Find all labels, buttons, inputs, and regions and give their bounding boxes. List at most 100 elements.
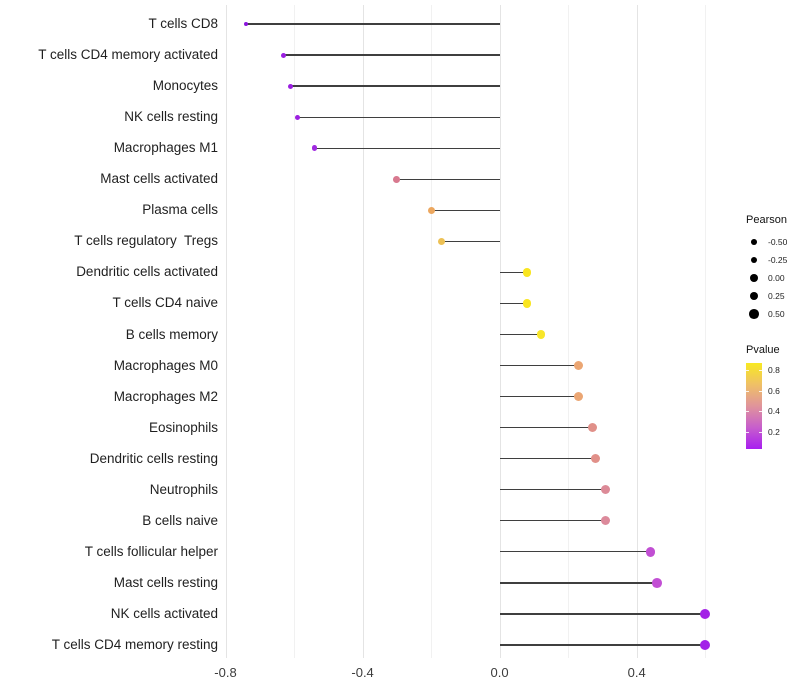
size-legend-item: 0.50 (746, 305, 800, 323)
pvalue-tick-mark (759, 390, 762, 392)
lollipop-dot (536, 330, 546, 339)
lollipop-segment (499, 613, 706, 615)
lollipop-segment (283, 54, 500, 56)
lollipop-segment (441, 240, 500, 242)
pvalue-tick-label: 0.2 (768, 427, 780, 437)
pvalue-tick-label: 0.8 (768, 365, 780, 375)
gridline-major (636, 5, 638, 658)
pvalue-tick-label: 0.6 (768, 385, 780, 396)
size-legend-dot-icon (751, 239, 757, 245)
color-legend-title: Pvalue (746, 344, 780, 356)
lollipop-segment (499, 458, 596, 460)
y-axis-label: Dendritic cells resting (89, 450, 218, 466)
lollipop-dot (574, 361, 583, 371)
pvalue-tick-mark (746, 432, 749, 433)
y-axis-label: T cells CD4 memory resting (51, 637, 218, 652)
size-legend-dot-icon (749, 309, 759, 319)
size-legend-dot-icon (750, 256, 758, 264)
x-axis-tick-label: 0.4 (627, 665, 646, 680)
gridline-major (225, 5, 227, 658)
gridline-major (362, 5, 364, 658)
lollipop-segment (499, 644, 706, 646)
pearson-size-legend: Pearson -0.50 -0.25 0.00 0.25 0.50 (746, 214, 800, 323)
lollipop-segment (499, 427, 593, 429)
size-legend-items: -0.50 -0.25 0.00 0.25 0.50 (746, 233, 800, 323)
size-legend-label: -0.25 (768, 255, 788, 265)
size-legend-item: 0.25 (746, 287, 800, 305)
lollipop-segment (499, 551, 651, 553)
gridline-minor (705, 5, 707, 658)
gridline-minor (431, 5, 433, 658)
lollipop-segment (431, 209, 500, 211)
y-axis-label: B cells memory (125, 326, 218, 342)
lollipop-segment (246, 23, 500, 25)
size-legend-dot-icon (749, 291, 759, 301)
lollipop-segment (499, 395, 579, 398)
size-legend-item: -0.25 (746, 251, 800, 269)
size-legend-dot-box (746, 256, 762, 264)
plot-panel (221, 5, 731, 658)
lollipop-segment (499, 582, 658, 584)
size-legend-label: 0.50 (768, 309, 785, 319)
lollipop-segment (396, 178, 500, 180)
lollipop-dot (574, 392, 583, 402)
lollipop-dot (591, 454, 601, 464)
pvalue-tick-mark (746, 411, 749, 413)
size-legend-item: 0.00 (746, 269, 800, 287)
gridline-major (499, 5, 501, 658)
y-axis-label: Monocytes (152, 78, 218, 94)
lollipop-dot (294, 114, 301, 120)
lollipop-segment (290, 85, 500, 87)
lollipop-segment (499, 489, 606, 491)
y-axis-label: T cells CD8 (148, 16, 218, 31)
y-axis-label: Macrophages M0 (113, 357, 218, 373)
lollipop-dot (601, 516, 611, 526)
pvalue-tick-mark (759, 370, 762, 371)
lollipop-dot (645, 547, 656, 557)
y-axis-label: Dendritic cells activated (76, 264, 218, 280)
size-legend-label: -0.50 (768, 237, 788, 247)
pvalue-tick-mark (746, 390, 749, 392)
pvalue-colorbar (746, 363, 762, 449)
pvalue-tick-mark (759, 411, 762, 413)
lollipop-segment (499, 364, 579, 367)
lollipop-segment (314, 147, 500, 149)
size-legend-dot-box (746, 274, 762, 282)
lollipop-dot (288, 83, 294, 89)
lollipop-segment (499, 333, 541, 336)
gridline-minor (568, 5, 570, 658)
size-legend-dot-box (746, 309, 762, 319)
size-legend-dot-icon (750, 274, 758, 282)
y-axis-label: T cells CD4 naive (112, 295, 218, 311)
lollipop-dot (601, 485, 611, 495)
pvalue-colorbar-wrap: 0.8 0.6 0.4 0.2 (746, 363, 790, 449)
y-axis-label: Macrophages M1 (113, 140, 218, 156)
lollipop-dot (427, 206, 435, 214)
lollipop-dot (311, 145, 318, 151)
pvalue-color-legend: Pvalue 0.8 0.6 0.4 0.2 (746, 344, 800, 449)
y-axis-label: Mast cells activated (100, 171, 218, 187)
lollipop-segment (297, 116, 500, 118)
lollipop-dot (700, 608, 711, 620)
lollipop-dot (522, 299, 532, 308)
lollipop-segment (499, 302, 527, 305)
y-axis-label: NK cells activated (110, 606, 218, 621)
y-axis-label: NK cells resting (124, 109, 218, 125)
lollipop-dot (522, 268, 532, 277)
lollipop-dot (243, 21, 249, 27)
size-legend-label: 0.00 (768, 273, 785, 283)
y-axis-label: T cells CD4 memory activated (38, 47, 218, 62)
y-axis-label: Mast cells resting (113, 574, 218, 590)
y-axis-label: Macrophages M2 (113, 388, 218, 404)
y-axis-label: Neutrophils (149, 481, 218, 497)
y-axis-label: T cells follicular helper (84, 543, 218, 559)
y-axis-label: T cells regulatory Tregs (74, 233, 218, 249)
lollipop-dot (393, 175, 401, 183)
size-legend-label: 0.25 (768, 291, 785, 301)
size-legend-title: Pearson (746, 214, 787, 226)
y-axis-label: Eosinophils (148, 419, 218, 435)
size-legend-item: -0.50 (746, 233, 800, 251)
size-legend-dot-box (746, 291, 762, 301)
lollipop-dot (437, 237, 446, 246)
